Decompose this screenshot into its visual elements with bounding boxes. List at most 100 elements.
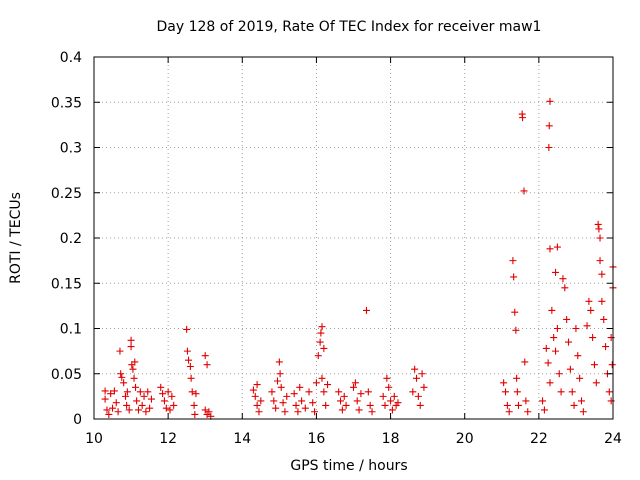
data-point [524,408,532,416]
data-point [594,220,602,228]
data-point [596,257,604,265]
data-point [296,383,304,391]
data-point [277,383,285,391]
data-point [159,390,167,398]
data-point [276,370,284,378]
data-point [577,397,585,405]
data-point [322,401,330,409]
data-point [203,361,211,369]
data-point [579,408,587,416]
data-point [559,275,567,283]
data-point [170,401,178,409]
y-tick-label: 0.35 [51,95,82,111]
data-point [383,374,391,382]
data-point [542,344,550,352]
data-point [510,273,518,281]
data-point [411,365,419,373]
data-point [136,388,144,396]
data-point [164,388,172,396]
data-point [416,401,424,409]
data-point [190,401,198,409]
data-point [544,359,552,367]
data-point [608,361,616,369]
data-point [553,325,561,332]
data-point [602,343,610,351]
data-point [320,388,328,396]
data-point [112,399,120,407]
data-point [188,388,196,396]
data-point [109,404,117,412]
data-point [257,397,265,405]
data-point [598,270,606,278]
data-point [281,408,289,416]
data-point [118,373,126,381]
data-point [583,322,591,330]
x-tick-label: 20 [456,431,474,447]
data-point [140,392,148,400]
data-point [522,397,530,405]
data-point [387,397,395,405]
data-point [127,343,135,351]
data-point [552,347,560,355]
data-point [270,397,278,405]
data-point [186,363,194,371]
data-point [351,379,359,387]
data-point [274,377,282,385]
data-point [561,284,569,292]
data-point [598,297,606,305]
data-point [283,392,291,400]
data-point [590,361,598,369]
data-point [251,392,259,400]
data-point [503,401,511,409]
data-point [570,401,578,409]
data-point [255,408,263,416]
data-point [292,401,300,409]
data-point [134,406,142,414]
axis-ticks: 10 12 14 16 18 20 22 24 0 0.05 0.1 0.15 0.2 0.25 0.3 0.… [51,50,622,447]
data-point [565,338,573,346]
data-point [183,347,191,355]
data-point [539,397,547,405]
data-point [553,243,561,251]
data-point [513,388,521,396]
data-point [162,404,170,412]
data-point [362,306,370,314]
data-point [305,388,313,396]
data-point [122,392,130,400]
data-point [138,401,146,409]
data-point [123,388,131,396]
data-point [132,383,140,391]
data-point [550,334,558,342]
data-point [555,370,563,378]
data-point [357,390,365,398]
data-point [572,325,580,332]
data-point [353,397,361,405]
data-point [117,370,125,378]
data-point [394,399,402,407]
data-point [253,381,261,389]
data-point [511,308,519,316]
data-point [342,401,350,409]
data-points [101,97,617,420]
data-point [311,408,319,416]
data-point [201,406,209,414]
data-point [101,395,109,403]
y-tick-label: 0.2 [60,231,82,247]
y-tick-label: 0 [73,412,82,428]
data-point [324,381,332,389]
data-point [183,325,191,333]
data-point [519,114,527,122]
data-point [312,379,320,387]
data-point [157,383,165,391]
x-tick-label: 14 [233,431,251,447]
data-point [509,257,517,265]
data-point [413,374,421,382]
data-point [368,408,376,416]
data-point [557,388,565,396]
data-point [335,388,343,396]
data-point [249,386,257,394]
data-point [379,392,387,400]
data-point [272,404,280,412]
data-point [521,358,529,366]
